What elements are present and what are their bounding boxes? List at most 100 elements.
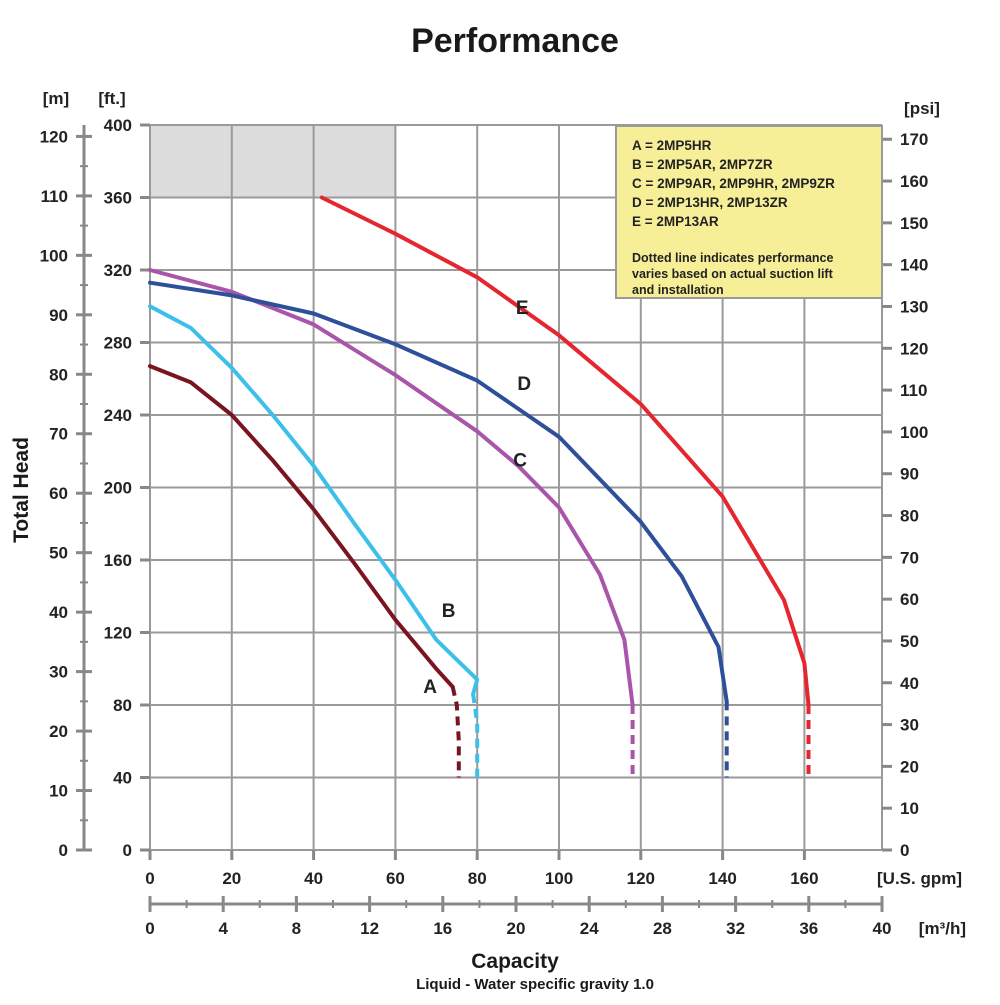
series-label-a: A (423, 677, 437, 698)
legend-entry: A = 2MP5HR (632, 138, 712, 153)
series-dashed-line-b (471, 693, 480, 778)
legend-note: varies based on actual suction lift (632, 267, 834, 281)
legend-entry: D = 2MP13HR, 2MP13ZR (632, 195, 788, 210)
x-axis-m3h-tick-label: 12 (360, 919, 379, 938)
x-axis-m3h-tick-label: 24 (580, 919, 599, 938)
y-axis-ft-tick-label: 120 (104, 624, 132, 643)
y-axis-m-tick-label: 110 (41, 187, 68, 206)
y-axis-ft-tick-label: 200 (104, 479, 132, 498)
y-axis-psi-tick-label: 30 (900, 716, 919, 735)
x-axis-m3h-tick-label: 40 (873, 919, 892, 938)
y-axis-psi-tick-label: 80 (900, 507, 919, 526)
legend-note: Dotted line indicates performance (632, 251, 833, 265)
x-axis-gpm-tick-label: 0 (145, 869, 154, 888)
y-axis-psi-tick-label: 60 (900, 590, 919, 609)
y-axis-psi-tick-label: 10 (900, 799, 919, 818)
series-line-a (148, 364, 455, 689)
y-axis-m-tick-label: 80 (49, 365, 68, 384)
y-axis-ft-tick-label: 0 (123, 841, 132, 860)
y-axis-m-tick-label: 10 (49, 782, 68, 801)
y-axis-ft-tick-label: 280 (104, 334, 132, 353)
y-axis-psi-tick-label: 140 (900, 256, 928, 275)
x-axis-gpm-tick-label: 140 (708, 869, 736, 888)
series-label-c: C (513, 450, 527, 471)
x-axis-m3h-unit: [m³/h] (919, 919, 966, 938)
y-axis-psi-tick-label: 130 (900, 297, 928, 316)
legend-entry: C = 2MP9AR, 2MP9HR, 2MP9ZR (632, 176, 835, 191)
y-axis-psi-tick-label: 170 (900, 130, 928, 149)
y-axis-psi-tick-label: 100 (900, 423, 928, 442)
series-c (148, 268, 635, 778)
y-axis-psi-tick-label: 120 (900, 339, 928, 358)
y-axis-m-tick-label: 100 (40, 246, 68, 265)
x-axis-m3h-tick-label: 8 (292, 919, 301, 938)
y-axis-psi-tick-label: 150 (900, 214, 928, 233)
y-axis-ft-tick-label: 160 (104, 551, 132, 570)
y-axis-ft-tick-label: 240 (104, 406, 132, 425)
y-axis-psi-tick-label: 20 (900, 757, 919, 776)
series-label-d: D (517, 374, 531, 395)
x-axis-m3h-tick-label: 20 (507, 919, 526, 938)
shaded-region (150, 125, 396, 198)
x-axis-title: Capacity (471, 950, 559, 973)
y-axis-ft-tick-label: 80 (113, 696, 132, 715)
y-axis-m-tick-label: 120 (40, 127, 68, 146)
y-axis-ft-tick-label: 320 (104, 261, 132, 280)
y-axis-ft-tick-label: 360 (104, 189, 132, 208)
y-axis-m-tick-label: 20 (49, 722, 68, 741)
x-axis-gpm-tick-label: 160 (790, 869, 818, 888)
x-axis-m3h-tick-label: 0 (145, 919, 154, 938)
y-axis-ft-tick-label: 400 (104, 116, 132, 135)
x-axis-gpm-tick-label: 40 (304, 869, 323, 888)
series-b (148, 304, 480, 778)
y-axis-m-tick-label: 30 (49, 663, 68, 682)
y-axis-m-tick-label: 70 (49, 425, 68, 444)
legend-box (615, 125, 883, 299)
series-line-b (148, 304, 480, 697)
chart-subtitle: Liquid - Water specific gravity 1.0 (416, 976, 654, 993)
series-label-b: B (442, 601, 456, 622)
y-axis-m-unit: [m] (43, 89, 69, 108)
y-axis-m-tick-label: 90 (49, 306, 68, 325)
y-axis-m-tick-label: 0 (59, 841, 68, 860)
y-axis-psi-tick-label: 50 (900, 632, 919, 651)
x-axis-gpm-unit: [U.S. gpm] (877, 869, 962, 888)
x-axis-m3h-tick-label: 28 (653, 919, 672, 938)
x-axis-m3h-tick-label: 4 (218, 919, 228, 938)
y-axis-psi-tick-label: 40 (900, 674, 919, 693)
series-line-d (148, 280, 729, 704)
series-label-e: E (516, 298, 529, 319)
x-axis-gpm-tick-label: 120 (627, 869, 655, 888)
x-axis-gpm-tick-label: 80 (468, 869, 487, 888)
series-a (148, 364, 461, 778)
y-axis-psi-unit: [psi] (904, 99, 940, 118)
y-axis-m-tick-label: 50 (49, 544, 68, 563)
series-d (148, 280, 729, 778)
x-axis-m3h-tick-label: 32 (726, 919, 745, 938)
y-axis-m-tick-label: 40 (49, 603, 68, 622)
legend-entry: B = 2MP5AR, 2MP7ZR (632, 157, 773, 172)
axes (76, 123, 892, 912)
y-axis-ft-unit: [ft.] (98, 89, 125, 108)
x-axis-m3h-tick-label: 36 (799, 919, 818, 938)
legend-note: and installation (632, 283, 724, 297)
series-line-c (148, 268, 635, 707)
y-axis-psi-tick-label: 160 (900, 172, 928, 191)
y-axis-psi-tick-label: 110 (900, 381, 927, 400)
y-axis-ft-tick-label: 40 (113, 769, 132, 788)
y-axis-psi-tick-label: 70 (900, 548, 919, 567)
y-axis-title: Total Head (10, 437, 33, 543)
x-axis-gpm-tick-label: 100 (545, 869, 573, 888)
x-axis-m3h-tick-label: 16 (433, 919, 452, 938)
series-dashed-line-a (450, 686, 461, 778)
series-e (319, 195, 811, 778)
series-line-e (319, 195, 811, 707)
y-axis-psi-tick-label: 90 (900, 465, 919, 484)
y-axis-psi-tick-label: 0 (900, 841, 909, 860)
x-axis-gpm-tick-label: 20 (222, 869, 241, 888)
chart-title: Performance (411, 22, 619, 60)
legend-entry: E = 2MP13AR (632, 214, 719, 229)
y-axis-m-tick-label: 60 (49, 484, 68, 503)
